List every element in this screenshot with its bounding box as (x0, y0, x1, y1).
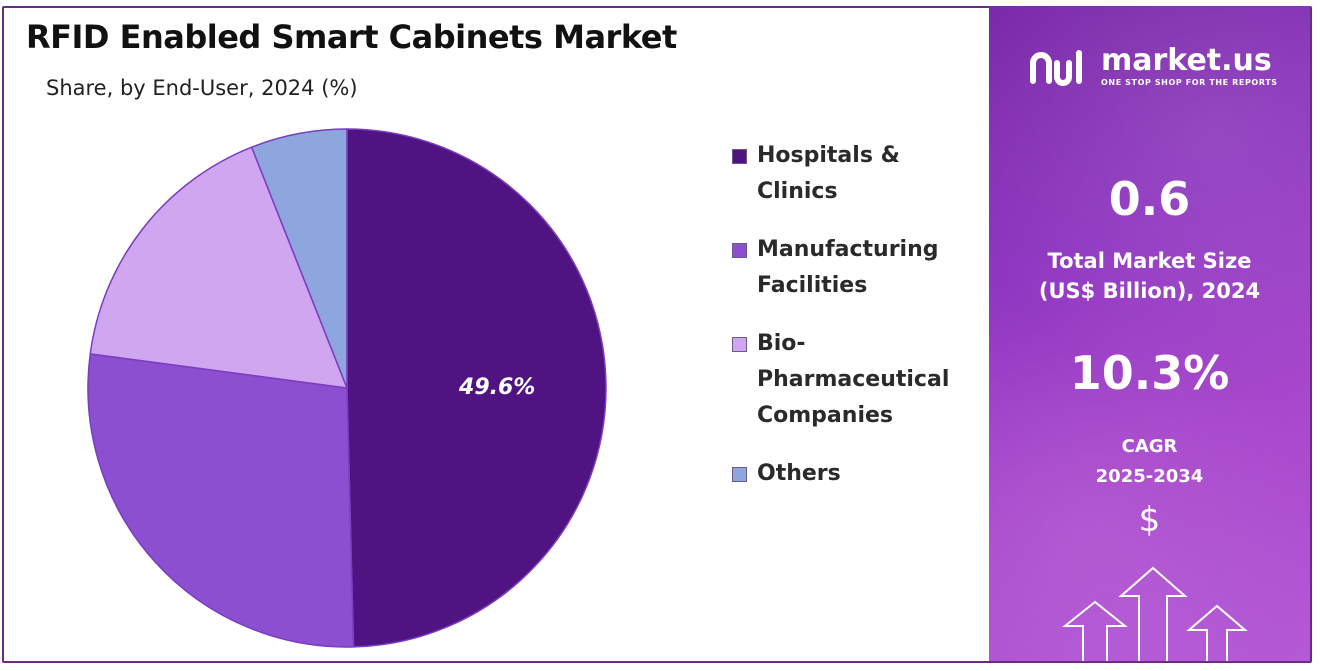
legend-item-manufacturing: Manufacturing Facilities (732, 232, 982, 304)
chart-frame (2, 6, 1312, 663)
pie-slice-biopharma (89, 146, 349, 389)
cagr-label-line2: 2025-2034 (1095, 466, 1204, 487)
legend-label-hospitals: Hospitals & Clinics (757, 143, 900, 204)
legend-label-others: Others (757, 461, 841, 486)
market-size-label: Total Market Size (US$ Billion), 2024 (989, 246, 1310, 306)
data-label-hospitals: 49.6% (458, 375, 535, 400)
chart-title: RFID Enabled Smart Cabinets Market (26, 18, 677, 56)
legend-swatch-hospitals (732, 149, 747, 164)
up-arrow-icon (1062, 600, 1128, 661)
cagr-label: CAGR 2025-2034 (989, 432, 1310, 492)
pie-slices (87, 128, 607, 648)
market-size-label-line1: Total Market Size (1047, 249, 1252, 273)
market-size-label-line2: (US$ Billion), 2024 (1038, 279, 1261, 303)
market-us-logo-icon (1030, 49, 1082, 86)
chart-subtitle: Share, by End-User, 2024 (%) (46, 76, 358, 100)
market-size-value: 0.6 (1108, 172, 1191, 226)
pie-slice-manufacturing (87, 353, 355, 648)
brand-logo: market.us ONE STOP SHOP FOR THE REPORTS (1029, 46, 1278, 87)
stats-panel: market.us ONE STOP SHOP FOR THE REPORTS … (989, 6, 1310, 661)
brand-tagline: ONE STOP SHOP FOR THE REPORTS (1101, 78, 1278, 87)
legend-swatch-biopharma (732, 337, 747, 352)
legend-swatch-others (732, 467, 747, 482)
legend-item-biopharma: Bio-Pharmaceutical Companies (732, 326, 982, 434)
up-arrow-icon (1186, 604, 1248, 661)
panel-background-shade (989, 6, 1310, 661)
legend-swatch-manufacturing (732, 243, 747, 258)
chart-legend: Hospitals & Clinics Manufacturing Facili… (732, 138, 982, 514)
pie-chart: 49.6% (87, 128, 607, 648)
legend-item-hospitals: Hospitals & Clinics (732, 138, 982, 210)
cagr-label-line1: CAGR (1121, 436, 1178, 457)
brand-name: market.us (1101, 43, 1272, 78)
growth-arrows (1062, 566, 1248, 661)
dollar-icon: $ (1138, 500, 1161, 540)
cagr-value: 10.3% (1069, 346, 1230, 400)
pie-slice-others (250, 128, 348, 389)
up-arrow-icon (1118, 566, 1188, 661)
legend-label-biopharma: Bio-Pharmaceutical Companies (757, 331, 950, 428)
legend-item-others: Others (732, 456, 982, 492)
legend-label-manufacturing: Manufacturing Facilities (757, 237, 939, 298)
pie-slice-hospitals (346, 128, 607, 648)
pie-data-labels: 49.6% (458, 375, 535, 400)
